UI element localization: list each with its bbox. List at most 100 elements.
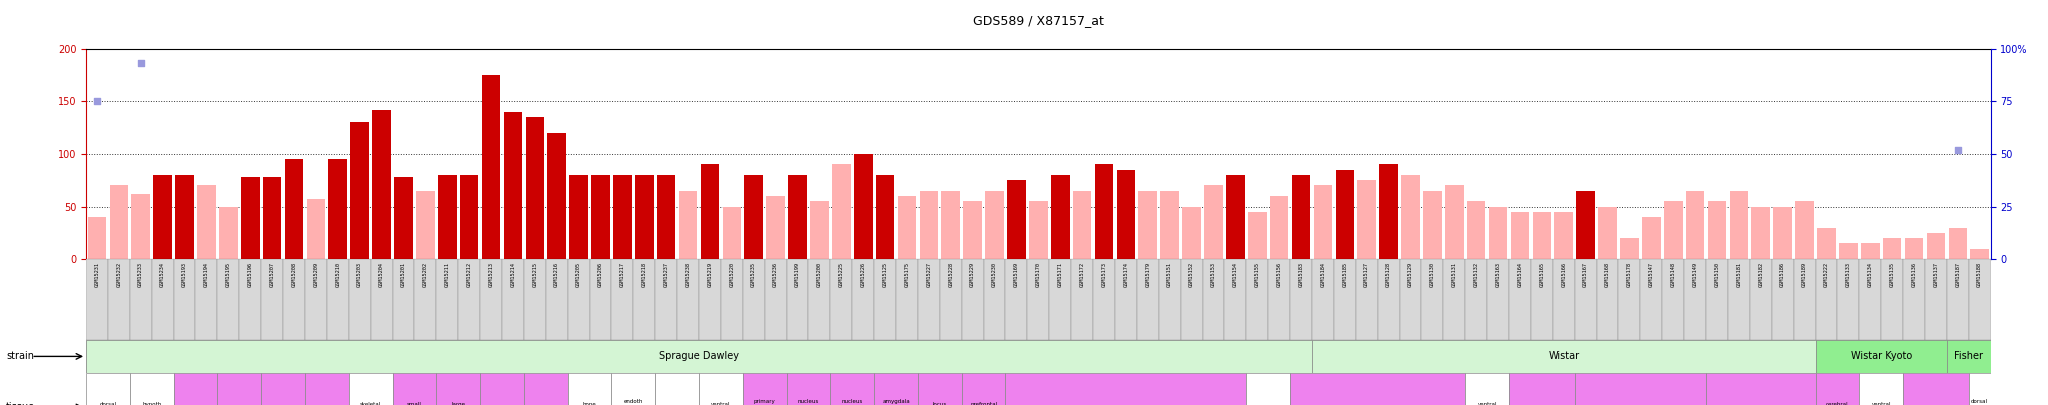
Text: GSM15217: GSM15217 <box>621 262 625 287</box>
Bar <box>1378 164 1399 259</box>
Text: GSM15214: GSM15214 <box>510 262 516 287</box>
Bar <box>963 201 981 259</box>
Bar <box>1509 259 1532 340</box>
Bar <box>721 259 743 340</box>
Text: GSM15164: GSM15164 <box>1518 262 1522 287</box>
Bar <box>1620 238 1638 259</box>
Bar <box>176 175 195 259</box>
Bar <box>874 259 897 340</box>
Text: GSM15194: GSM15194 <box>205 262 209 287</box>
Bar <box>897 259 918 340</box>
Text: GSM15196: GSM15196 <box>248 262 252 287</box>
Bar <box>1290 259 1313 340</box>
Bar <box>305 259 328 340</box>
Bar <box>569 175 588 259</box>
Bar <box>1466 201 1485 259</box>
Text: GSM15129: GSM15129 <box>1409 262 1413 287</box>
Bar <box>129 373 174 405</box>
Text: GSM15128: GSM15128 <box>1386 262 1391 287</box>
Text: GSM15222: GSM15222 <box>1825 262 1829 287</box>
Text: GSM15156: GSM15156 <box>1276 262 1282 287</box>
Text: GSM15206: GSM15206 <box>598 262 602 287</box>
Text: GSM15202: GSM15202 <box>422 262 428 287</box>
Bar <box>1796 201 1815 259</box>
Bar <box>1094 259 1114 340</box>
Text: GSM15232: GSM15232 <box>117 262 121 287</box>
Bar <box>1313 259 1333 340</box>
Bar <box>262 373 305 405</box>
Text: GSM15234: GSM15234 <box>160 262 166 287</box>
Text: GSM15186: GSM15186 <box>1780 262 1786 287</box>
Bar <box>1051 175 1069 259</box>
Text: prefrontal
cortex: prefrontal cortex <box>971 402 997 405</box>
Bar <box>1292 175 1311 259</box>
Point <box>125 60 158 66</box>
Point <box>694 28 727 35</box>
Bar <box>698 259 721 340</box>
Text: GSM15135: GSM15135 <box>1890 262 1894 287</box>
Bar <box>1554 212 1573 259</box>
Bar <box>1290 373 1464 405</box>
Bar <box>1817 228 1835 259</box>
Bar <box>240 259 262 340</box>
Bar <box>348 259 371 340</box>
Bar <box>809 259 829 340</box>
Text: GSM15236: GSM15236 <box>774 262 778 287</box>
Bar <box>1948 340 1991 373</box>
Text: GSM15173: GSM15173 <box>1102 262 1106 287</box>
Bar <box>1552 259 1575 340</box>
Text: GSM15203: GSM15203 <box>356 262 362 287</box>
Bar <box>86 373 129 405</box>
Text: GSM15175: GSM15175 <box>905 262 909 287</box>
Bar <box>1182 207 1200 259</box>
Bar <box>1860 259 1882 340</box>
Bar <box>481 75 500 259</box>
Text: GSM15147: GSM15147 <box>1649 262 1655 287</box>
Text: Sprague Dawley: Sprague Dawley <box>659 352 739 361</box>
Bar <box>633 259 655 340</box>
Text: GSM15172: GSM15172 <box>1079 262 1085 287</box>
Bar <box>1202 259 1225 340</box>
Bar <box>1683 259 1706 340</box>
Bar <box>1575 259 1597 340</box>
Bar <box>786 259 809 340</box>
Text: GSM15134: GSM15134 <box>1868 262 1872 287</box>
Bar <box>1159 259 1180 340</box>
Text: GSM15228: GSM15228 <box>948 262 952 287</box>
Bar <box>743 259 764 340</box>
Bar <box>262 177 281 259</box>
Bar <box>1180 259 1202 340</box>
Bar <box>854 154 872 259</box>
Text: GSM15218: GSM15218 <box>641 262 647 287</box>
Bar <box>1663 201 1683 259</box>
Bar <box>829 373 874 405</box>
Bar <box>612 175 631 259</box>
Bar <box>1839 243 1858 259</box>
Text: GSM15193: GSM15193 <box>182 262 186 287</box>
Bar <box>328 159 346 259</box>
Bar <box>1862 243 1880 259</box>
Bar <box>393 373 436 405</box>
Bar <box>1511 212 1530 259</box>
Bar <box>1006 373 1247 405</box>
Bar <box>242 177 260 259</box>
Text: ventral
legiment: ventral legiment <box>709 402 733 405</box>
Text: GSM15178: GSM15178 <box>1626 262 1632 287</box>
Bar <box>217 373 262 405</box>
Text: GSM15125: GSM15125 <box>883 262 887 287</box>
Text: GSM15127: GSM15127 <box>1364 262 1370 287</box>
Bar <box>1401 175 1419 259</box>
Point <box>584 24 616 31</box>
Bar <box>829 259 852 340</box>
Bar <box>1073 191 1092 259</box>
Bar <box>174 259 195 340</box>
Bar <box>700 164 719 259</box>
Bar <box>1006 259 1028 340</box>
Bar <box>307 199 326 259</box>
Bar <box>1489 207 1507 259</box>
Text: GSM15199: GSM15199 <box>795 262 801 287</box>
Bar <box>1774 207 1792 259</box>
Bar <box>416 191 434 259</box>
Bar <box>129 259 152 340</box>
Text: hypoth
alamus: hypoth alamus <box>141 402 162 405</box>
